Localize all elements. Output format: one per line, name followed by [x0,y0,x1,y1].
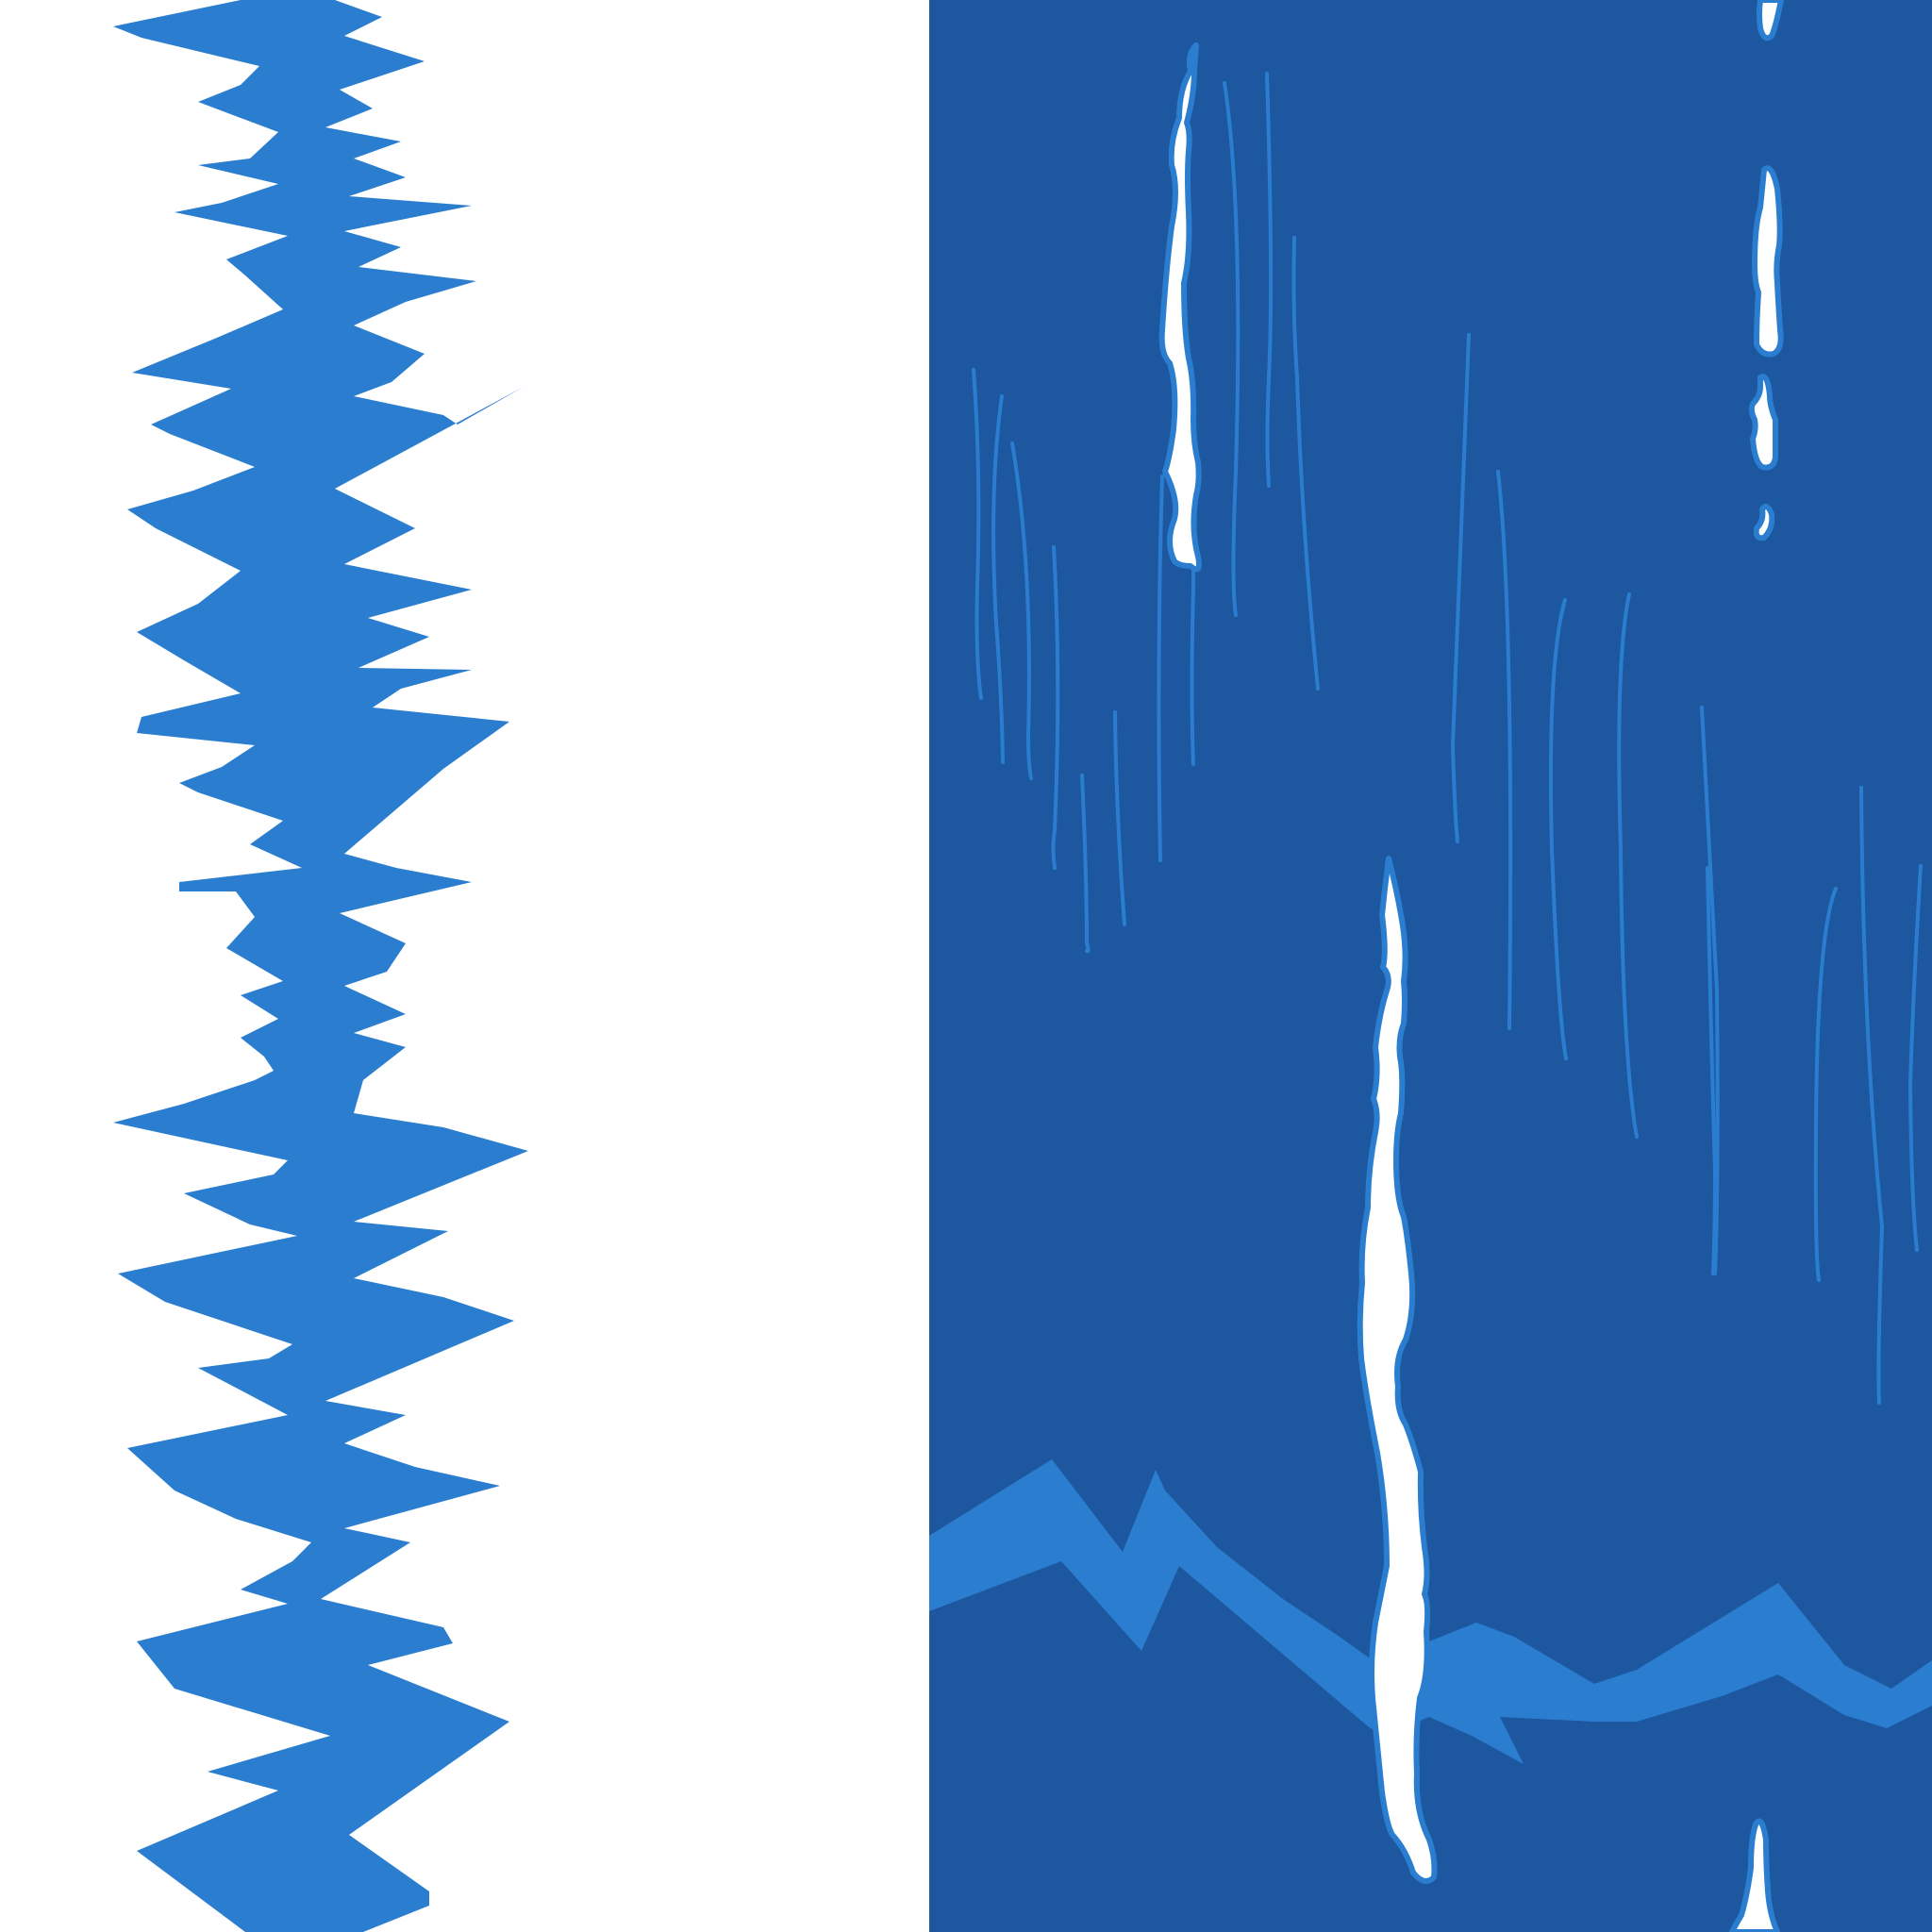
mountain-band [929,1459,1932,1764]
streak-line [1496,470,1513,1030]
drip-shape [1748,374,1778,471]
streak-line [1265,72,1274,488]
streak-line [1813,887,1838,1282]
drip-shape [1158,42,1202,573]
drip-shape [1752,165,1784,358]
streak-line [1291,236,1320,691]
streak-line [1157,475,1164,862]
streak-line [1450,333,1471,843]
drip-shape [1729,1818,1780,1932]
streak-line [1859,786,1885,1405]
drip-shape [1757,0,1784,42]
streak-line [972,368,983,700]
streak-line [1700,706,1720,1275]
drip-shape [1753,504,1775,541]
streak-line [1706,866,1718,1275]
streak-line [1010,441,1033,780]
streak-line [991,394,1005,764]
streak-line [1113,710,1126,926]
streak-line [1051,545,1060,870]
zigzag-stripe [113,0,528,1932]
drip-shape [1357,856,1438,1884]
streak-line [1907,864,1923,1252]
streak-line [1080,774,1091,954]
white-drips [1158,0,1784,1932]
streak-lines [972,72,1923,1405]
streak-line [1548,598,1568,1060]
streak-line [1223,81,1241,617]
streak-line [1617,592,1639,1139]
